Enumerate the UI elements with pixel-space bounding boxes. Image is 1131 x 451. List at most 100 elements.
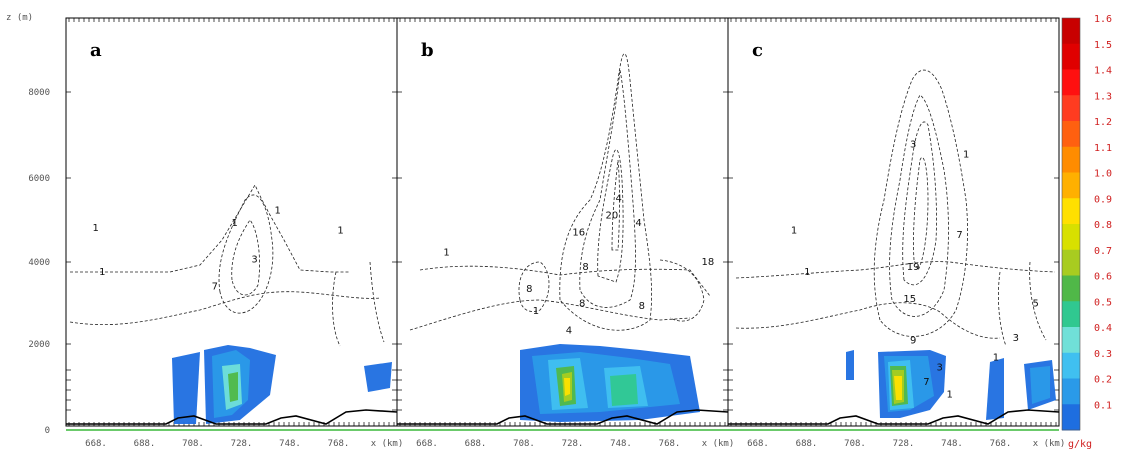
contour-line: [218, 194, 274, 314]
contour-line: [69, 291, 381, 326]
colorbar-tick-label: 1.6: [1094, 14, 1112, 25]
x-tick-label: 708.: [182, 439, 204, 449]
contour-label: 19: [907, 262, 920, 273]
colorbar-tick-label: 0.5: [1094, 297, 1112, 308]
contour-label: 7: [212, 282, 218, 293]
x-tick-label: 668.: [747, 439, 769, 449]
x-tick-label: 748.: [610, 439, 632, 449]
colorbar-tick-label: 1.4: [1094, 66, 1112, 77]
contour-label: 8: [639, 301, 645, 312]
mixing-ratio-region: [564, 378, 570, 396]
colorbar-swatch: [1062, 69, 1080, 96]
x-tick-label: 728.: [562, 439, 584, 449]
contour-line: [998, 271, 1007, 347]
x-tick-label: x (km): [1033, 439, 1066, 449]
x-tick-label: 768.: [990, 439, 1012, 449]
colorbar-tick-label: 0.9: [1094, 194, 1112, 205]
mixing-ratio-region: [894, 376, 902, 400]
contour-line: [902, 121, 937, 286]
colorbar-tick-label: 0.2: [1094, 375, 1112, 386]
colorbar-swatch: [1062, 352, 1080, 379]
contour-label: 4: [615, 193, 621, 204]
contour-line: [913, 157, 929, 271]
colorbar-swatch: [1062, 121, 1080, 148]
contour-label: 7: [923, 377, 929, 388]
colorbar-swatch: [1062, 18, 1080, 45]
y-axis-label: z (m): [6, 13, 33, 23]
colorbar-tick-label: 0.4: [1094, 323, 1112, 334]
x-tick-label: 708.: [844, 439, 866, 449]
contour-line: [419, 265, 711, 297]
panel-label: b: [421, 40, 434, 61]
terrain-line: [66, 409, 398, 425]
colorbar-tick-label: 1.2: [1094, 117, 1112, 128]
colorbar-swatch: [1062, 95, 1080, 122]
panel-label: c: [752, 40, 763, 61]
contour-label: 1: [232, 218, 238, 229]
colorbar-tick-label: 0.1: [1094, 400, 1112, 411]
x-tick-label: 688.: [465, 439, 487, 449]
contour-label: 8: [526, 284, 532, 295]
x-tick-label: 688.: [796, 439, 818, 449]
contour-line: [332, 271, 341, 347]
contour-label: 1: [963, 149, 969, 160]
contour-label: 20: [606, 211, 619, 222]
contour-label: 3: [251, 255, 257, 266]
contour-line: [231, 219, 260, 296]
colorbar-swatch: [1062, 327, 1080, 354]
contour-label: 1: [533, 306, 539, 317]
x-tick-label: 748.: [941, 439, 963, 449]
contour-label: 1: [804, 267, 810, 278]
contour-label: 8: [582, 262, 588, 273]
colorbar-swatch: [1062, 301, 1080, 328]
colorbar-tick-label: 1.1: [1094, 143, 1112, 154]
contour-label: 1: [337, 225, 343, 236]
colorbar-tick-label: 0.8: [1094, 220, 1112, 231]
y-tick-label: 2000: [28, 340, 50, 350]
x-tick-label: 768.: [328, 439, 350, 449]
colorbar-tick-label: 1.3: [1094, 91, 1112, 102]
contour-line: [409, 299, 691, 331]
colorbar-swatch: [1062, 172, 1080, 199]
colorbar-swatch: [1062, 378, 1080, 405]
mixing-ratio-region: [610, 374, 638, 406]
contour-label: 1: [275, 206, 281, 217]
colorbar-swatch: [1062, 146, 1080, 173]
colorbar-swatch: [1062, 404, 1080, 431]
colorbar-swatch: [1062, 249, 1080, 276]
contour-line: [1029, 261, 1047, 341]
contour-label: 3: [937, 362, 943, 373]
y-tick-label: 0: [45, 426, 50, 436]
colorbar-tick-label: 0.7: [1094, 246, 1112, 257]
contour-label: 4: [635, 218, 641, 229]
colorbar-tick-label: 1.0: [1094, 169, 1112, 180]
x-tick-label: 748.: [279, 439, 301, 449]
x-tick-label: x (km): [371, 439, 404, 449]
contour-line: [597, 149, 624, 283]
panel-label: a: [90, 40, 102, 61]
contour-label: 3: [1013, 333, 1019, 344]
contour-line: [735, 261, 1056, 279]
colorbar-swatch: [1062, 198, 1080, 225]
colorbar-swatch: [1062, 224, 1080, 251]
x-tick-label: 768.: [659, 439, 681, 449]
colorbar-unit: g/kg: [1068, 439, 1092, 450]
contour-label: 15: [903, 294, 916, 305]
colorbar: 1.6 1.5 1.4 1.3 1.2 1.1 1.0 0.9 0.8 0.7 0.6 0.5 0.4 0…: [1061, 14, 1112, 431]
contour-line: [559, 53, 653, 331]
contour-label: 4: [566, 326, 572, 337]
y-tick-label: 6000: [28, 174, 50, 184]
mixing-ratio-region: [846, 350, 854, 380]
x-tick-label: 668.: [416, 439, 438, 449]
mixing-ratio-region: [228, 372, 238, 402]
contour-label: 18: [702, 257, 715, 268]
terrain-line: [397, 409, 729, 425]
contour-line: [70, 184, 350, 273]
contour-label: 1: [99, 267, 105, 278]
terrain-line: [728, 409, 1060, 425]
contour-label: 8: [579, 299, 585, 310]
contour-label: 3: [910, 140, 916, 151]
